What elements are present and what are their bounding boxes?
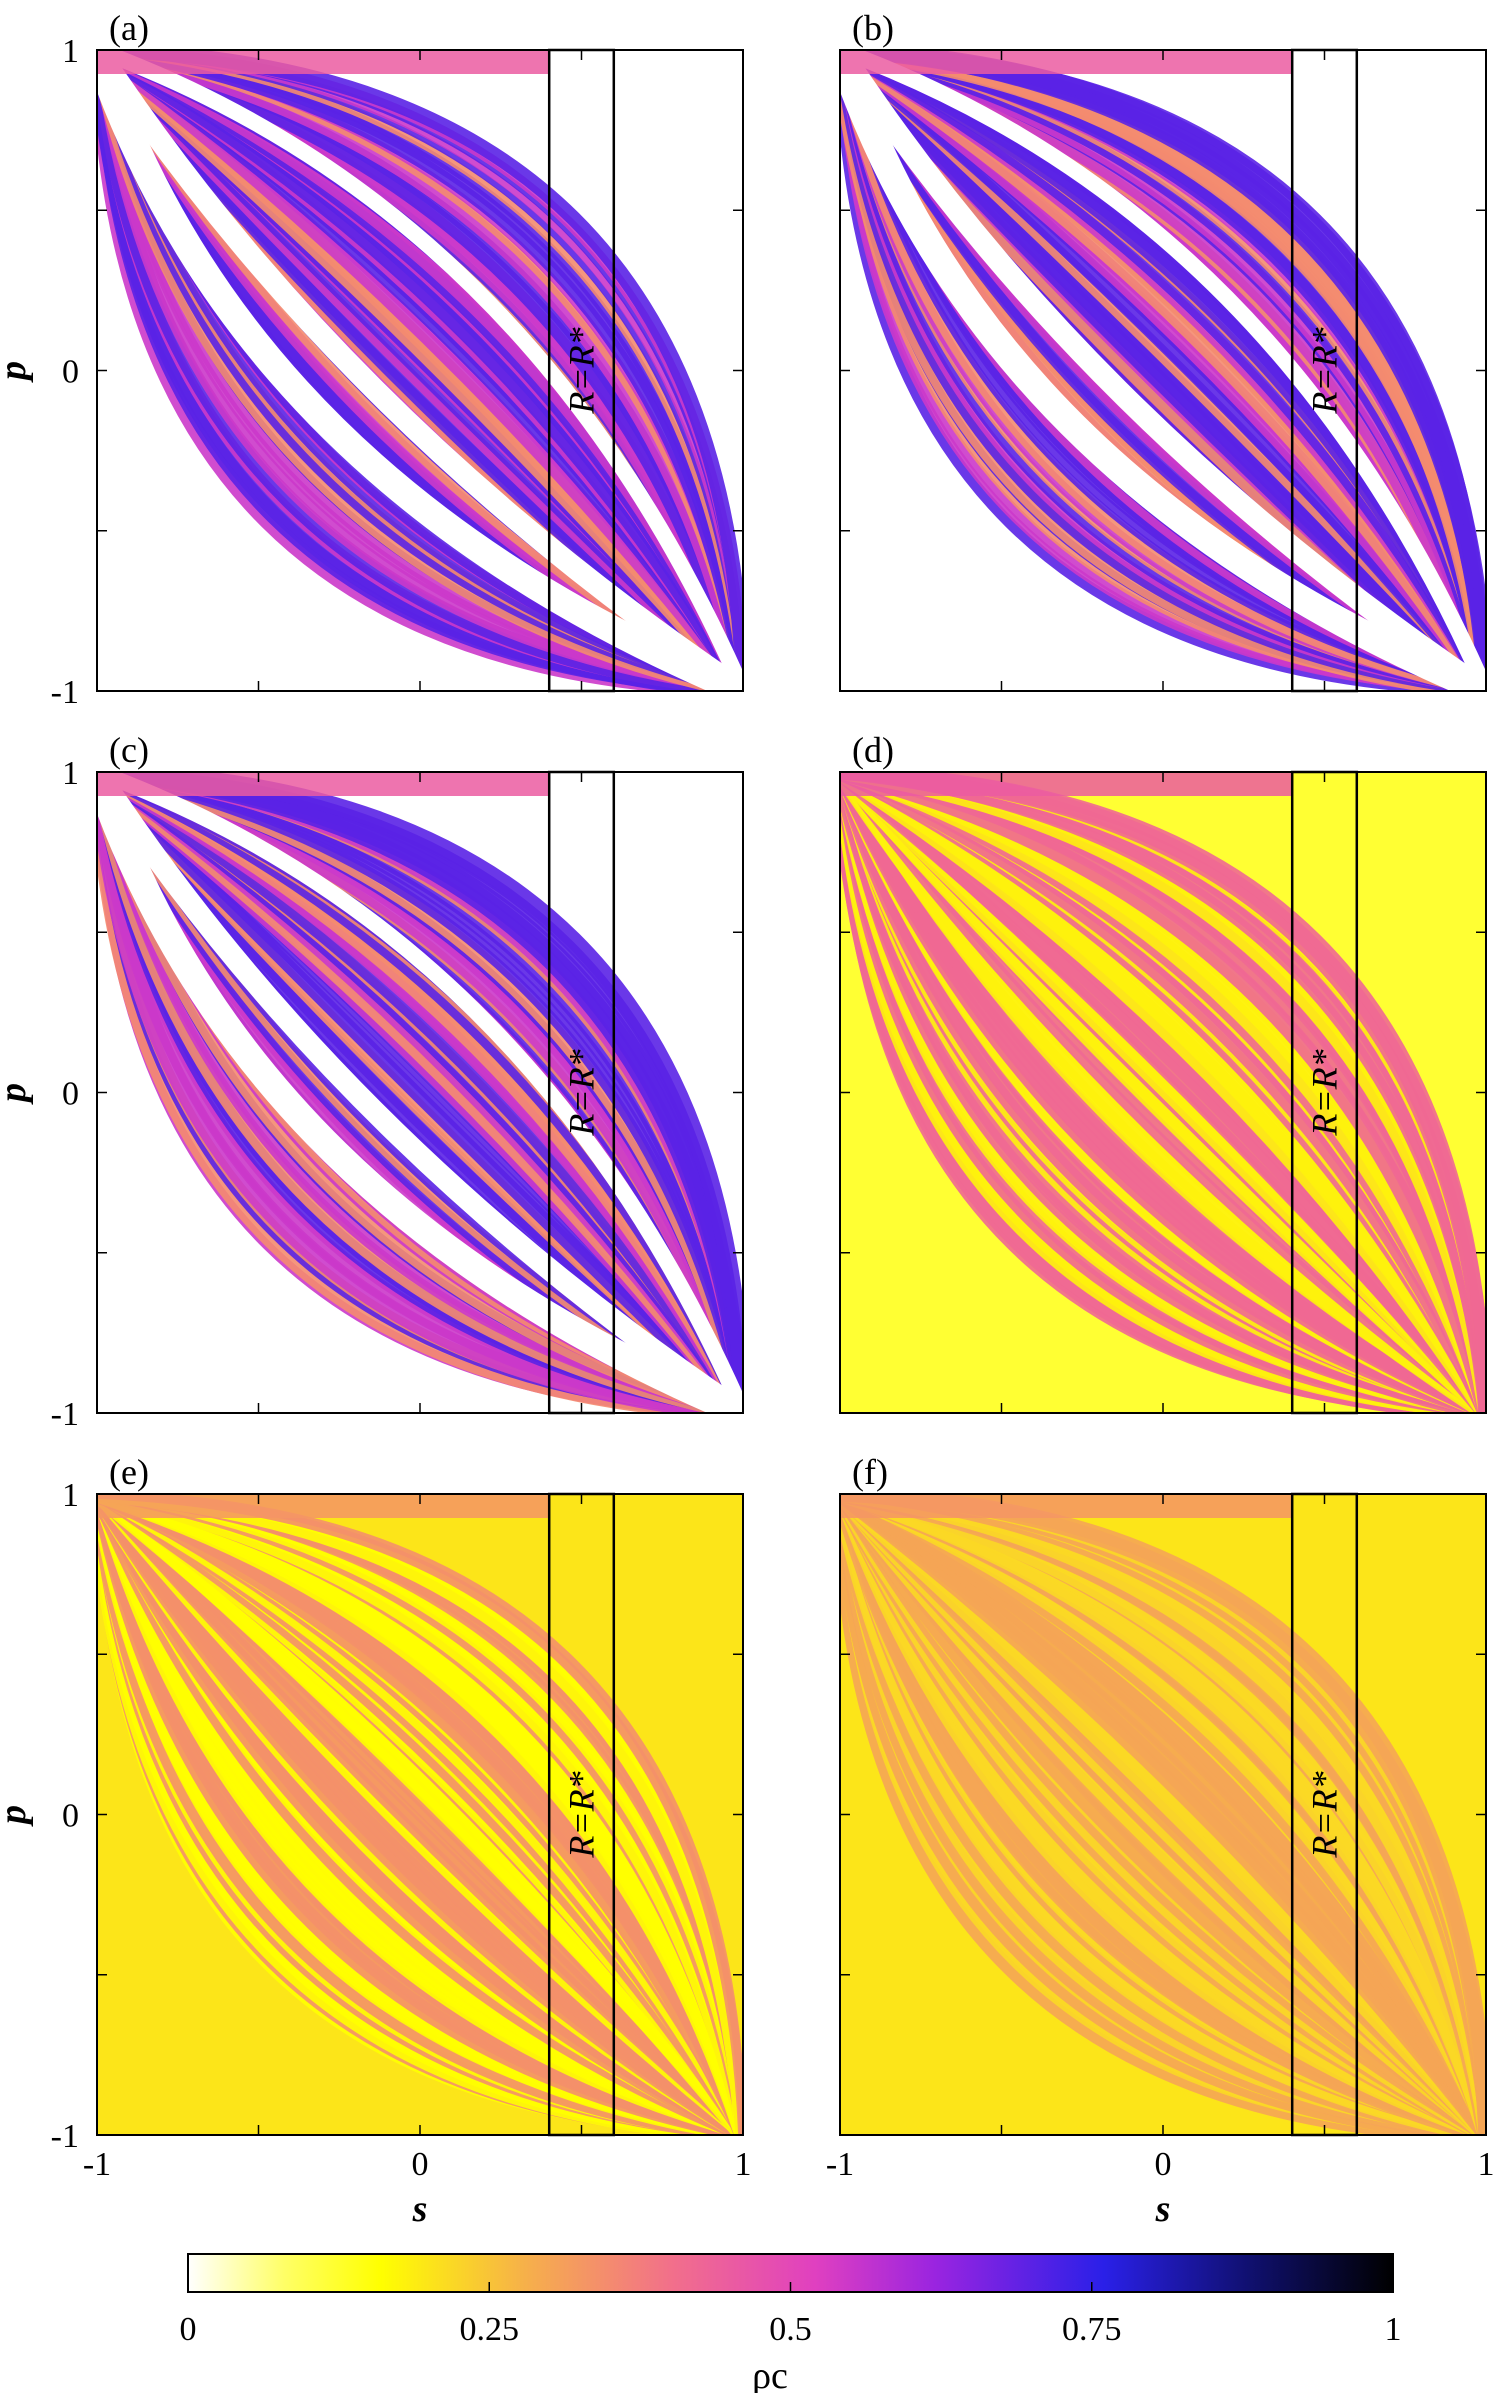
heatmap-bands [840,772,1486,1413]
y-tick-label: -1 [51,1396,79,1433]
region-box [547,48,616,693]
x-axis-label: s [412,2188,428,2230]
x-axis-label: s [1155,2188,1171,2230]
y-axis-label: p [0,361,34,383]
region-label: R=R* [1305,327,1345,414]
y-tick-label: -1 [51,2118,79,2155]
panel-c: R=R* (c) 1 0 -1 p [0,730,744,1433]
y-axis-label: p [0,1083,34,1105]
y-tick-label: 0 [62,354,79,391]
region-box [1290,48,1359,693]
panel-f: R=R* (f) -1 0 1 s [826,1452,1493,2230]
x-tick-label: 1 [1478,2146,1493,2183]
panel-label: (b) [852,8,894,48]
region-box [547,770,616,1415]
region-label: R=R* [562,1049,602,1136]
panel-e: R=R* (e) 1 0 -1-1 0 1 p s [0,1452,752,2230]
region-box [1290,1492,1359,2137]
panel-a: R=R* (a) 1 0 -1 p [0,8,744,711]
colorbar-tick-label: 0.25 [460,2311,520,2348]
region-label: R=R* [562,327,602,414]
x-tick-label: 0 [412,2146,429,2183]
x-tick-label: 1 [735,2146,752,2183]
y-tick-label: -1 [51,674,79,711]
heatmap-bands [97,1494,743,2135]
region-label: R=R* [1305,1771,1345,1858]
x-tick-label: -1 [83,2146,111,2183]
panel-label: (e) [109,1452,149,1492]
colorbar: 0 0.25 0.5 0.75 1 ρc [180,2253,1402,2393]
y-tick-label: 1 [62,33,79,70]
panel-label: (d) [852,730,894,770]
colorbar-label: ρc [752,2355,788,2393]
y-tick-label: 0 [62,1076,79,1113]
y-axis-label: p [0,1805,34,1827]
colorbar-tick-label: 0.5 [769,2311,812,2348]
x-tick-label: 0 [1155,2146,1172,2183]
region-box [547,1492,616,2137]
colorbar-tick-label: 0.75 [1062,2311,1122,2348]
panel-b: R=R* (b) [839,8,1487,693]
colorbar-tick-label: 1 [1385,2311,1402,2348]
panel-label: (f) [852,1452,888,1492]
region-box [1290,770,1359,1415]
heatmap-bands [97,772,743,1413]
y-tick-label: 1 [62,755,79,792]
region-label: R=R* [1305,1049,1345,1136]
x-tick-label: -1 [826,2146,854,2183]
y-tick-label: 0 [62,1798,79,1835]
panel-label: (c) [109,730,149,770]
region-label: R=R* [562,1771,602,1858]
panel-label: (a) [109,8,149,48]
y-tick-label: 1 [62,1477,79,1514]
heatmap-bands [840,1494,1486,2135]
colorbar-tick-label: 0 [180,2311,197,2348]
panel-d: R=R* (d) [839,730,1487,1415]
heatmap-bands [840,50,1486,691]
